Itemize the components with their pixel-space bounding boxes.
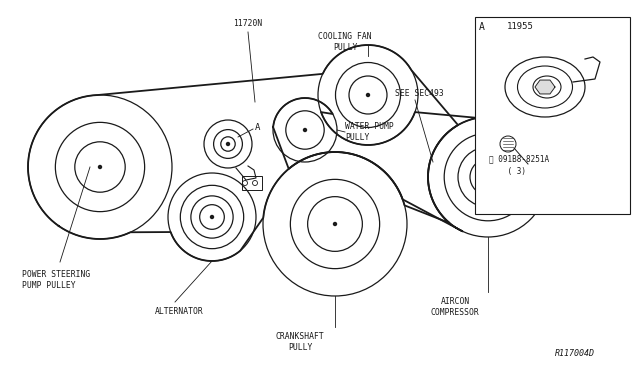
Polygon shape bbox=[535, 80, 555, 94]
Circle shape bbox=[367, 93, 369, 96]
Circle shape bbox=[303, 128, 307, 131]
Text: CRANKSHAFT
PULLY: CRANKSHAFT PULLY bbox=[276, 331, 324, 352]
Text: WATER PUMP
PULLY: WATER PUMP PULLY bbox=[345, 122, 394, 142]
Circle shape bbox=[333, 222, 337, 225]
Text: ALTERNATOR: ALTERNATOR bbox=[155, 308, 204, 317]
Circle shape bbox=[211, 215, 214, 218]
Text: A: A bbox=[255, 122, 260, 131]
Circle shape bbox=[99, 166, 102, 169]
Circle shape bbox=[227, 142, 230, 145]
Text: AIRCON
COMPRESSOR: AIRCON COMPRESSOR bbox=[431, 296, 479, 317]
Text: A: A bbox=[479, 22, 485, 32]
Bar bbox=[242, 176, 262, 190]
Text: COOLING FAN
PULLY: COOLING FAN PULLY bbox=[318, 32, 372, 52]
Text: SEE SEC493: SEE SEC493 bbox=[395, 90, 444, 99]
Text: Ⓑ 091B8-8251A
    ( 3): Ⓑ 091B8-8251A ( 3) bbox=[489, 154, 549, 176]
Text: 11720N: 11720N bbox=[234, 19, 262, 29]
Text: POWER STEERING
PUMP PULLEY: POWER STEERING PUMP PULLEY bbox=[22, 270, 90, 291]
Circle shape bbox=[486, 176, 490, 179]
Bar bbox=[475, 17, 630, 214]
Text: R117004D: R117004D bbox=[555, 350, 595, 359]
Text: 11955: 11955 bbox=[507, 22, 534, 31]
